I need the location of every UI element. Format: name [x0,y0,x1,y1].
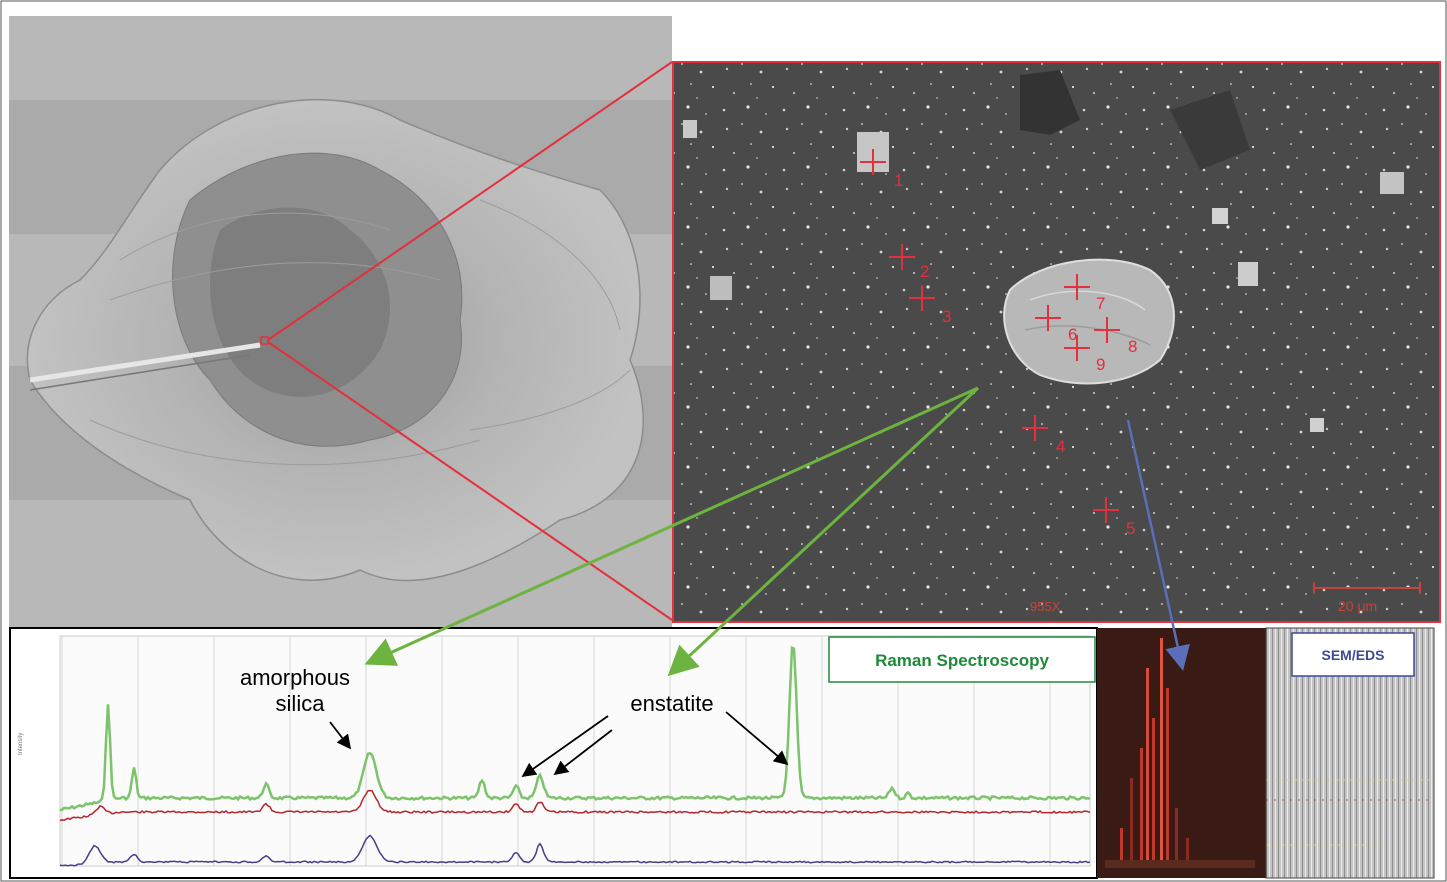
eds-title: SEM/EDS [1321,647,1384,663]
sem-point-label: 8 [1128,337,1137,356]
sem-point-label: 4 [1056,437,1065,456]
eds-peak [1130,778,1133,868]
sem-point-label: 3 [942,307,951,326]
sem-point-label: 9 [1096,355,1105,374]
eds-peak [1175,808,1178,868]
eds-peak [1152,718,1155,868]
sem-magnification: 955X [1030,599,1061,614]
crater-image [9,16,672,628]
sem-point-label: 7 [1096,294,1105,313]
raman-y-axis-label: Intensity [18,733,24,755]
eds-peak [1160,638,1163,868]
raman-title: Raman Spectroscopy [875,651,1049,670]
sem-scale-label: 20 μm [1338,598,1377,614]
enstatite-label: enstatite [630,691,713,716]
sem-image [673,62,1440,622]
sem-point-label: 5 [1126,519,1135,538]
sem-point-label: 2 [920,262,929,281]
eds-peak [1166,688,1169,868]
eds-peak [1146,668,1149,868]
amorphous-silica-line2: silica [276,691,326,716]
amorphous-silica-line1: amorphous [240,665,350,690]
eds-peak [1140,748,1143,868]
sem-point-label: 1 [894,171,903,190]
